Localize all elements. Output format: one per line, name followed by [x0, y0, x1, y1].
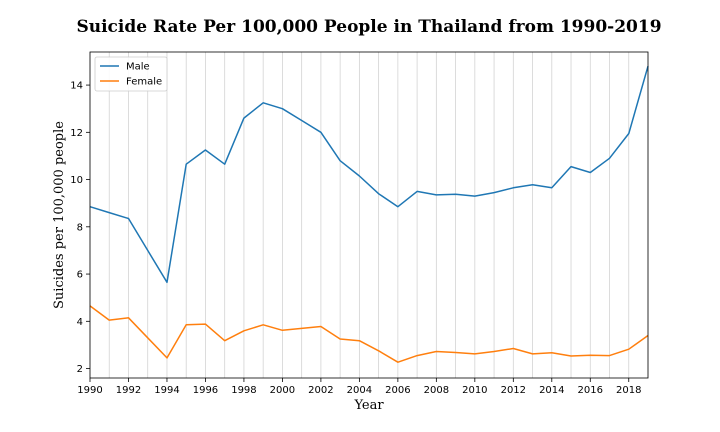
x-axis: 1990 1992 1994 1996 1998 2000 2002 2004 2006 2008…	[77, 378, 641, 396]
y-tick-label: 6	[77, 270, 83, 281]
series-line-female	[89, 305, 649, 363]
x-tick-label: 2004	[347, 385, 372, 396]
y-axis: 2 4 6 8 10 12 14	[70, 81, 90, 375]
x-tick-label: 2018	[616, 385, 641, 396]
x-tick-label: 2010	[462, 385, 487, 396]
x-tick-label: 1998	[231, 385, 256, 396]
series-line-male	[89, 65, 649, 284]
y-tick-label: 2	[77, 364, 83, 375]
chart-title: Suicide Rate Per 100,000 People in Thail…	[76, 17, 661, 37]
x-tick-label: 2006	[385, 385, 410, 396]
x-tick-label: 2000	[270, 385, 295, 396]
y-tick-label: 14	[70, 81, 83, 92]
grid-lines	[89, 52, 649, 378]
y-axis-label: Suicides per 100,000 people	[52, 121, 67, 309]
legend-label: Male	[126, 62, 150, 73]
plot-frame	[89, 51, 649, 379]
x-axis-label: Year	[353, 398, 384, 413]
x-tick-label: 2002	[308, 385, 333, 396]
x-tick-label: 1992	[116, 385, 141, 396]
y-tick-label: 4	[77, 317, 83, 328]
x-tick-label: 2014	[539, 385, 564, 396]
x-tick-label: 1996	[193, 385, 218, 396]
x-tick-label: 2016	[578, 385, 603, 396]
legend-label: Female	[126, 77, 162, 88]
y-tick-label: 8	[77, 222, 83, 233]
y-tick-label: 10	[70, 175, 83, 186]
series-lines	[89, 65, 649, 363]
y-tick-label: 12	[70, 128, 83, 139]
x-tick-label: 2012	[501, 385, 526, 396]
x-tick-label: 2008	[424, 385, 449, 396]
x-tick-label: 1994	[154, 385, 179, 396]
legend: Male Female	[94, 56, 168, 92]
x-tick-label: 1990	[77, 385, 102, 396]
